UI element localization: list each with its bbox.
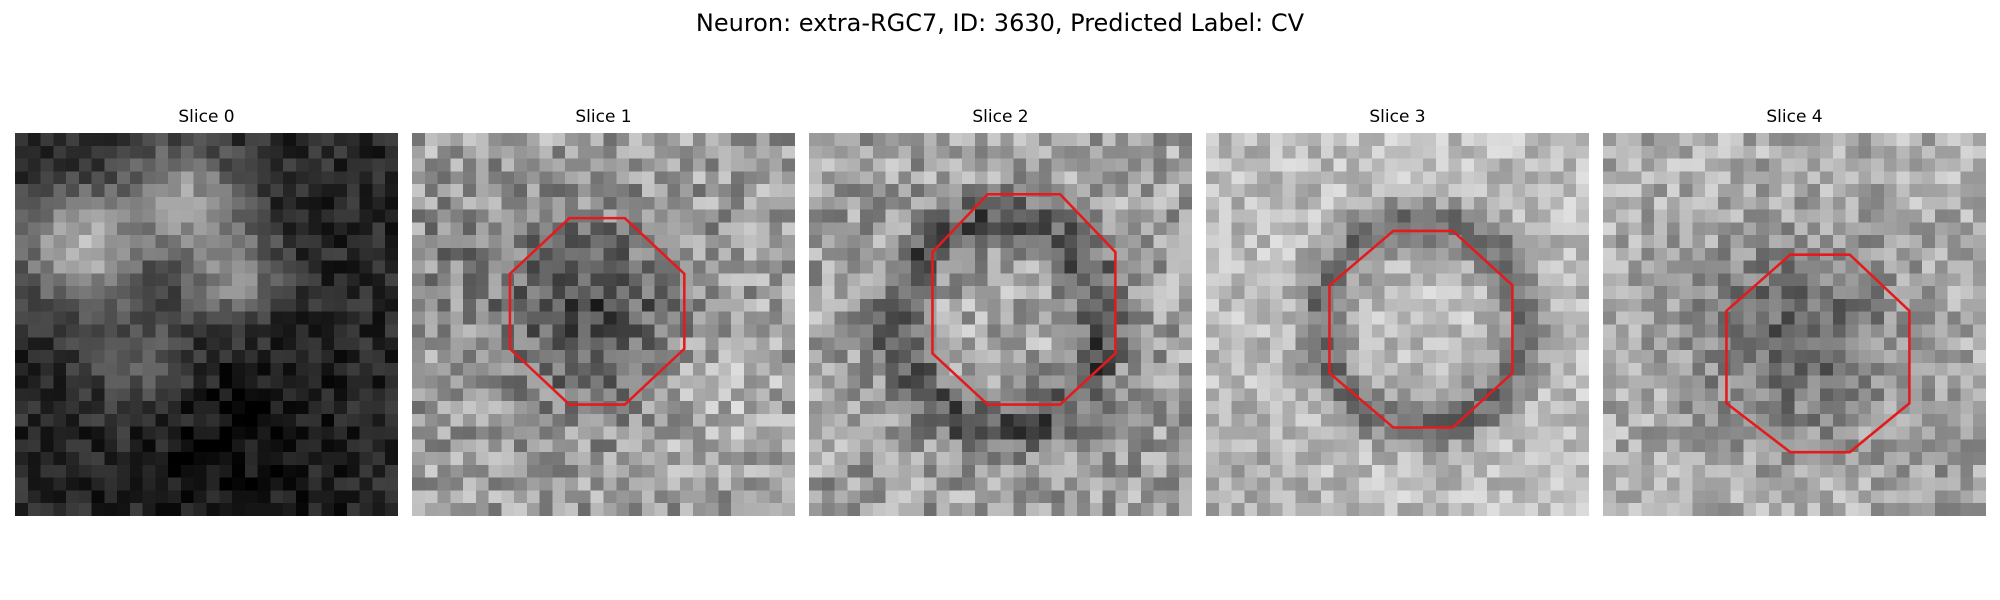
slice-image: [1603, 133, 1986, 516]
slice-title: Slice 0: [178, 107, 235, 127]
slice-title: Slice 2: [972, 107, 1029, 127]
slice-image: [809, 133, 1192, 516]
slice-title: Slice 1: [575, 107, 632, 127]
roi-outline: [508, 216, 686, 406]
roi-outline: [1725, 253, 1911, 454]
slice-title: Slice 4: [1766, 107, 1823, 127]
slice-title: Slice 3: [1369, 107, 1426, 127]
roi-outline: [1328, 229, 1514, 429]
slice-image: [1206, 133, 1589, 516]
slice-image: [15, 133, 398, 516]
roi-outline: [931, 193, 1117, 406]
slice-image: [412, 133, 795, 516]
figure-title: Neuron: extra-RGC7, ID: 3630, Predicted …: [695, 9, 1305, 37]
